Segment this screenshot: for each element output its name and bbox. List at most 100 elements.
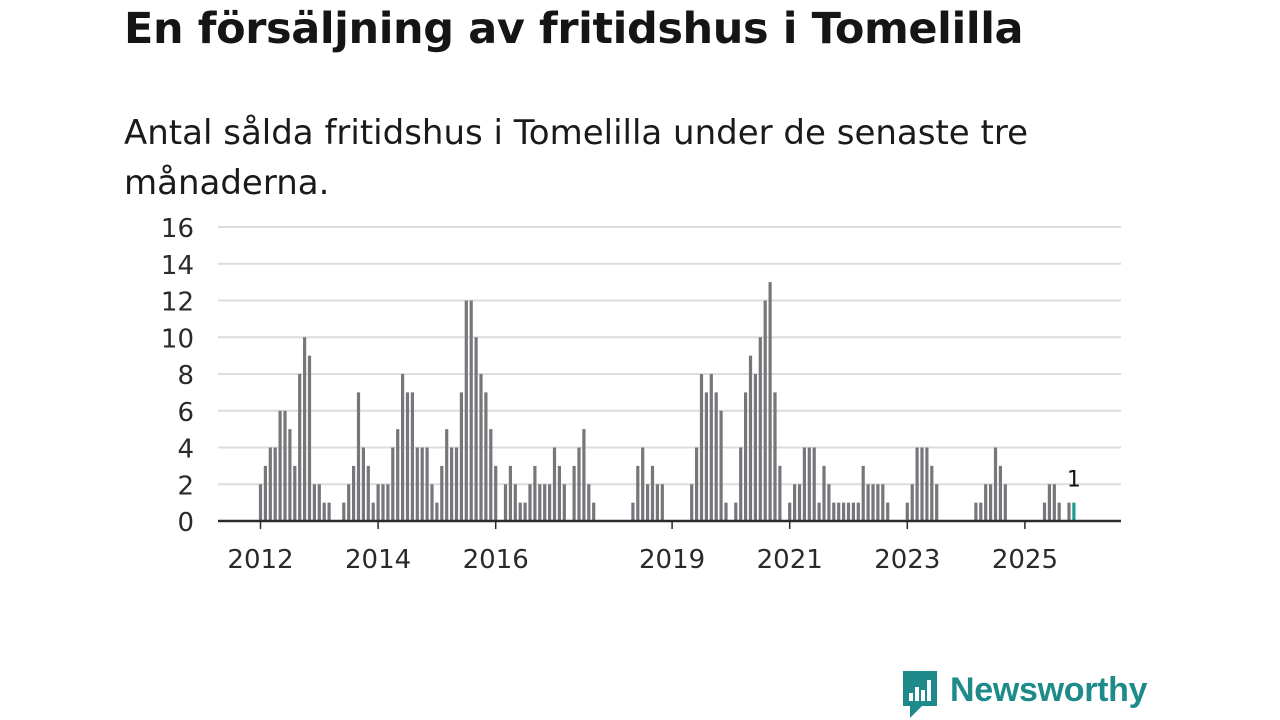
bar: [391, 447, 395, 521]
bar: [450, 447, 454, 521]
bar: [484, 392, 488, 521]
bar: [695, 447, 699, 521]
brand-name: Newsworthy: [950, 671, 1148, 709]
x-tick-label: 2023: [874, 545, 940, 575]
bar: [817, 502, 821, 521]
bar: [989, 484, 993, 521]
bar: [837, 502, 841, 521]
bar: [797, 484, 802, 521]
bar: [592, 502, 596, 521]
bar: [881, 484, 885, 521]
bar: [1067, 502, 1071, 521]
y-tick-label: 16: [161, 214, 194, 244]
bar: [322, 502, 326, 521]
bar: [361, 447, 365, 521]
bar: [513, 484, 517, 521]
bar: [739, 447, 743, 521]
bar: [538, 484, 542, 521]
bars: [258, 282, 1076, 521]
bar: [842, 502, 846, 521]
x-axis: 2012 2014 2016 2019 2021 2023 2025: [218, 519, 1121, 575]
bar: [807, 447, 811, 521]
bar: [993, 447, 998, 521]
y-tick-label: 14: [161, 251, 194, 281]
bar: [886, 502, 890, 521]
bar: [371, 502, 375, 521]
bar: [998, 465, 1002, 521]
bar: [312, 484, 316, 521]
bar: [543, 484, 547, 521]
bar: [744, 392, 748, 521]
bar: [342, 502, 346, 521]
x-tick-label: 2019: [639, 545, 705, 575]
bar: [303, 337, 307, 521]
bar: [327, 502, 331, 521]
bar: [1057, 502, 1061, 521]
bar: [974, 502, 978, 521]
bar: [734, 502, 738, 521]
bar: [851, 502, 855, 521]
x-tick-label: 2012: [227, 545, 293, 575]
bar: [258, 484, 263, 521]
bar: [528, 484, 532, 521]
x-tick-label: 2016: [463, 545, 529, 575]
bar: [714, 392, 718, 521]
bar: [650, 465, 655, 521]
brand[interactable]: Newsworthy: [900, 668, 1148, 720]
bar: [356, 392, 361, 521]
bar: [788, 502, 792, 521]
bar: [822, 465, 826, 521]
bar: [445, 429, 449, 521]
chart-title: En försäljning av fritidshus i Tomelilla: [124, 4, 1024, 54]
bar: [856, 502, 860, 521]
y-tick-label: 6: [177, 398, 194, 428]
y-tick-label: 8: [177, 361, 194, 391]
bar: [631, 502, 635, 521]
bar: [587, 484, 591, 521]
bar: [557, 465, 561, 521]
bar: [748, 355, 753, 521]
bar: [935, 484, 939, 521]
bar: [690, 484, 694, 521]
bar: [812, 447, 816, 521]
chart-subtitle: Antal sålda fritidshus i Tomelilla under…: [124, 113, 1029, 203]
bar: [459, 392, 463, 521]
bar: [533, 465, 537, 521]
bar: [523, 502, 527, 521]
x-tick-label: 2025: [992, 545, 1058, 575]
bar: [347, 484, 351, 521]
bar: [386, 484, 390, 521]
bar: [773, 392, 777, 521]
bar: [317, 484, 321, 521]
y-tick-label: 2: [177, 471, 194, 501]
bar: [719, 410, 723, 521]
bar: [846, 502, 851, 521]
bar: [366, 465, 370, 521]
bar: [420, 447, 424, 521]
y-tick-label: 0: [177, 508, 194, 538]
bar: [1052, 484, 1056, 521]
bar: [763, 300, 767, 521]
bar: [263, 465, 267, 521]
bar: [758, 337, 762, 521]
bar: [753, 374, 757, 521]
bar: [641, 447, 645, 521]
bar: [572, 465, 576, 521]
bar: [925, 447, 929, 521]
bar: [562, 484, 566, 521]
gridlines: [218, 226, 1121, 486]
bar: [636, 465, 640, 521]
highlight-data-label: 1: [1067, 468, 1081, 493]
bar: [435, 502, 439, 521]
bar: [273, 447, 277, 521]
bar: [307, 355, 312, 521]
bar: [298, 374, 302, 521]
bar: [381, 484, 385, 521]
bar: [699, 374, 704, 521]
bar: [410, 392, 414, 521]
bar: [440, 465, 444, 521]
bar: [1042, 502, 1047, 521]
bar: [548, 484, 552, 521]
bar: [802, 447, 806, 521]
bar: [915, 447, 919, 521]
